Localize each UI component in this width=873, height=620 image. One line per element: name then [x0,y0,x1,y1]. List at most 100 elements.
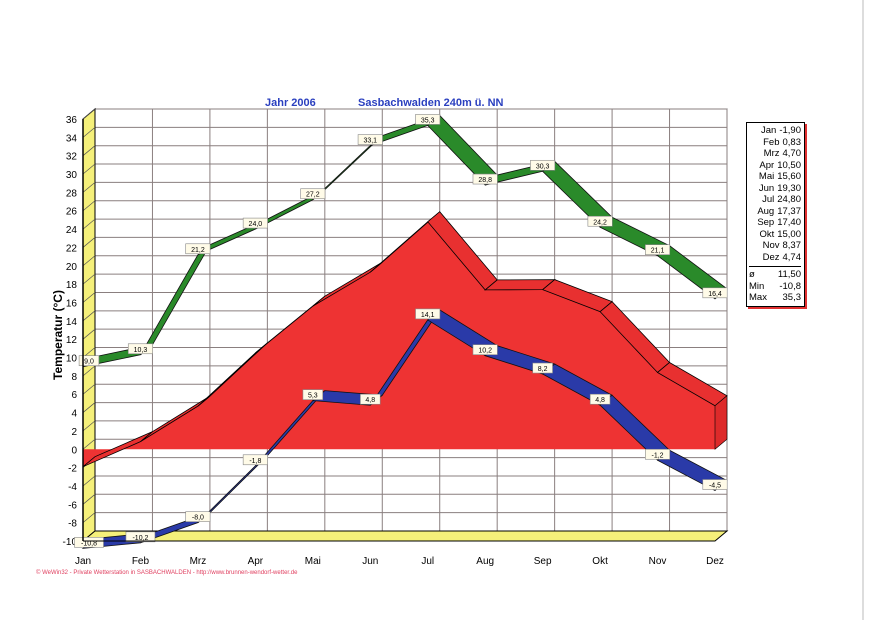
data-label-text: 14,1 [421,312,435,319]
data-label-text: 27,2 [306,192,320,199]
data-label-box [127,343,153,355]
data-label-box [74,537,104,548]
legend-stat-row: Max 35,3 [749,292,801,304]
legend-row: Dez 4,74 [749,252,801,264]
min-data-label: 10,2 [472,344,498,355]
legend-row: Okt 15,00 [749,229,801,241]
max-data-label: 24,0 [242,217,268,229]
data-label-box [242,454,268,466]
footer-credit: © WeWin32 - Private Wetterstation in SAS… [36,570,298,576]
y-tick-label: -4 [68,482,77,493]
y-tick-label: 26 [66,207,78,218]
y-tick-label: 24 [66,225,78,236]
legend-month: Aug [757,205,775,217]
data-label-box [415,308,441,320]
left-wall [82,107,96,543]
x-tick-label: Aug [476,556,494,567]
left-wall-tick [82,200,96,212]
left-wall-tick [82,383,96,395]
data-label-text: 4,8 [595,397,605,404]
data-label-text: 24,0 [249,221,263,228]
chart-title-station: Sasbachwalden 240m ü. NN [358,97,504,109]
legend-value: 10,50 [777,159,801,171]
data-label-box [415,114,441,125]
min-data-label: 4,8 [360,393,381,405]
y-tick-label: -2 [68,464,77,475]
left-wall-tick [82,273,96,285]
legend-month: Jun [758,182,775,194]
data-label-text: -10,8 [81,540,97,547]
data-label-text: 21,2 [191,247,205,254]
x-tick-label: Feb [132,556,150,567]
legend-row: Feb 0,83 [749,137,801,149]
legend-value: 0,83 [782,136,802,148]
left-wall-tick [82,365,96,377]
y-tick-label: 10 [66,354,78,365]
legend-month: Feb [763,136,780,148]
y-tick-label: 12 [66,335,78,346]
data-label-text: -10,2 [132,535,148,542]
min-data-label: 5,3 [302,389,324,400]
x-tick-label: Jan [75,556,91,567]
min-data-label: -8,0 [185,511,211,522]
max-data-label: 9,0 [78,355,100,366]
data-label-box [185,243,211,255]
data-label-text: -4,5 [709,483,721,490]
left-wall-tick [82,494,96,505]
data-label-box [360,393,381,405]
max-data-label: 33,1 [357,134,383,145]
y-tick-label: -6 [68,500,77,511]
left-wall-tick [82,108,96,120]
legend-row: Apr 10,50 [749,160,801,172]
legend-row: Nov 8,37 [749,240,801,252]
legend-stat-key: Max [749,292,767,303]
data-label-text: 24,2 [593,219,607,226]
max-data-label: 16,4 [702,287,728,299]
legend-value: 24,80 [777,194,801,205]
data-label-box [125,531,156,543]
y-tick-label: 32 [66,152,78,163]
left-wall-tick [82,402,96,413]
legend-month: Dez [762,251,780,263]
data-label-text: 4,8 [365,397,375,404]
legend-value: 15,60 [777,171,801,182]
data-label-text: 35,3 [421,117,435,124]
data-label-box [185,511,211,522]
legend-value: 17,40 [777,217,801,228]
mean-area-side-face [714,395,728,450]
max-data-label: 28,8 [472,173,498,185]
data-label-text: 28,8 [478,177,492,184]
min-data-label: -1,8 [242,454,268,466]
data-label-text: -1,2 [652,452,664,459]
x-tick-label: Dez [706,556,724,567]
mean-area-front [83,221,715,467]
data-label-box [589,393,611,405]
left-wall-tick [82,127,96,138]
legend-month: Okt [759,228,775,240]
chart-title-year: Jahr 2006 [265,97,316,109]
legend-row: Mrz 4,70 [749,148,801,160]
max-data-label: 27,2 [300,188,326,200]
y-tick-label: 16 [66,298,78,309]
legend-stat-value: 11,50 [777,269,801,280]
data-label-text: -1,8 [249,458,261,465]
data-label-text: 21,1 [651,248,665,255]
data-label-text: 30,3 [536,163,550,170]
data-label-box [300,188,326,200]
min-data-label: 14,1 [415,308,441,320]
x-tick-label: Sep [534,556,552,567]
data-label-text: 10,2 [478,348,492,355]
legend-value: 19,30 [777,182,801,194]
max-data-label: 21,2 [185,243,211,255]
legend-stat-key: ø [749,269,755,280]
data-label-text: 10,3 [134,347,148,354]
left-wall-tick [82,310,96,322]
min-data-label: -1,2 [645,448,671,460]
data-label-box [645,448,671,460]
left-wall-tick [82,420,96,432]
y-tick-label: 0 [71,445,77,456]
legend-month: Jul [762,194,775,205]
data-label-box [645,244,671,255]
left-wall-tick [82,512,96,523]
